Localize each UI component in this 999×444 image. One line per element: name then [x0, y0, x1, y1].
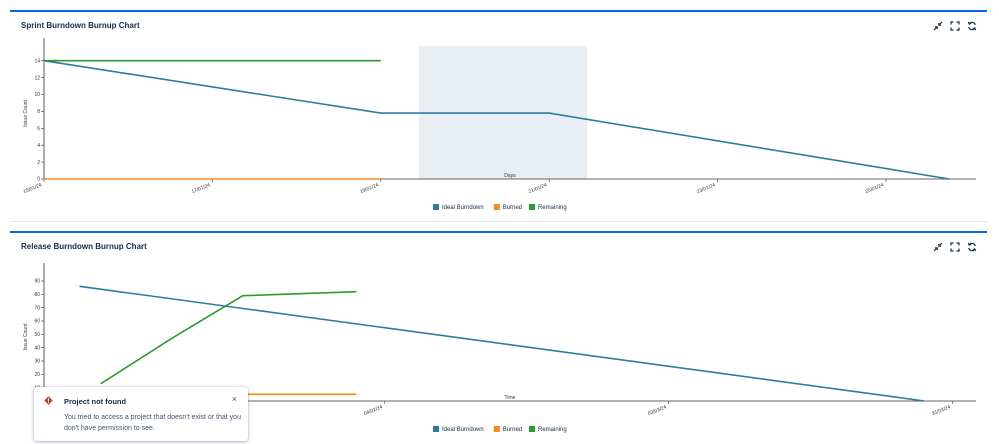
release-y-tick-label: 80 [34, 292, 40, 298]
collapse-icon[interactable] [933, 242, 943, 252]
refresh-icon[interactable] [967, 242, 977, 252]
sprint-x-tick-label: 23/01/24 [696, 182, 716, 195]
sprint-y-tick-label: 12 [34, 75, 40, 81]
close-icon[interactable]: × [231, 394, 237, 404]
sprint-y-tick-label: 0 [37, 177, 40, 183]
sprint-x-tick-label: 17/01/24 [191, 182, 211, 195]
release-chart-title: Release Burndown Burnup Chart [21, 242, 147, 251]
sprint-y-tick-label: 8 [37, 109, 40, 115]
release-y-axis-label: Issue Count [23, 323, 29, 350]
error-toast: Project not found × You tried to access … [34, 387, 248, 441]
release-x-tick-label: 31/03/24 [931, 404, 951, 417]
release-chart-toolbar [933, 242, 977, 252]
release-remaining-line [100, 290, 357, 385]
collapse-icon[interactable] [933, 21, 943, 31]
release-legend-swatch-remaining [529, 426, 535, 432]
release-legend-remaining: Remaining [538, 427, 567, 433]
release-y-tick-label: 30 [34, 359, 40, 365]
sprint-x-tick-label: 21/01/24 [528, 182, 548, 195]
sprint-chart-title: Sprint Burndown Burnup Chart [21, 21, 140, 30]
release-legend-swatch-burned [493, 426, 500, 432]
sprint-legend-swatch-remaining [529, 204, 535, 210]
sprint-y-tick-label: 2 [37, 160, 40, 166]
release-x-tick-label: 03/03/24 [647, 404, 667, 417]
release-legend-burned: Burned [503, 427, 522, 433]
toast-message: You tried to access a project that doesn… [64, 414, 241, 432]
release-y-tick-label: 90 [34, 279, 40, 285]
sprint-chart-toolbar [933, 21, 977, 31]
sprint-legend-swatch-burned [493, 204, 500, 210]
release-legend-ideal-burndown: Ideal Burndown [442, 427, 484, 433]
refresh-icon[interactable] [967, 21, 977, 31]
sprint-y-tick-label: 10 [34, 92, 40, 98]
release-legend-swatch-ideal-burndown [433, 426, 439, 432]
release-x-axis-label: Time [505, 395, 516, 401]
sprint-x-axis-label: Days [504, 173, 516, 179]
sprint-legend-remaining: Remaining [538, 205, 567, 211]
release-y-tick-label: 40 [34, 345, 40, 351]
sprint-legend-burned: Burned [503, 205, 522, 211]
sprint-x-tick-label: 25/01/24 [864, 182, 884, 195]
sprint-x-tick-label: 15/01/24 [22, 182, 42, 195]
sprint-legend-swatch-ideal-burndown [433, 204, 439, 210]
sprint-legend-ideal-burndown: Ideal Burndown [442, 205, 484, 211]
release-y-tick-label: 50 [34, 332, 40, 338]
error-icon [44, 396, 53, 405]
release-ideal-burndown-line [79, 285, 925, 402]
sprint-y-tick-label: 14 [34, 58, 40, 64]
release-y-tick-label: 60 [34, 319, 40, 325]
sprint-y-tick-label: 6 [37, 126, 40, 132]
sprint-x-tick-label: 19/01/24 [359, 182, 379, 195]
sprint-ideal-burndown-line [43, 59, 950, 180]
release-y-tick-label: 70 [34, 305, 40, 311]
sprint-y-axis-label: Issue Count [23, 100, 29, 127]
sprint-chart-panel: Sprint Burndown Burnup Chart 0 2 4 6 8 10 12 14… [10, 10, 987, 222]
release-y-tick-label: 20 [34, 372, 40, 378]
toast-title: Project not found [64, 397, 127, 406]
release-x-tick-label: 04/02/24 [363, 404, 383, 417]
fullscreen-icon[interactable] [950, 242, 960, 252]
sprint-chart: 0 2 4 6 8 10 12 14 15/01/24 17/01/24 19/01/24 21/01… [22, 38, 976, 211]
sprint-y-tick-label: 4 [37, 143, 40, 149]
fullscreen-icon[interactable] [950, 21, 960, 31]
